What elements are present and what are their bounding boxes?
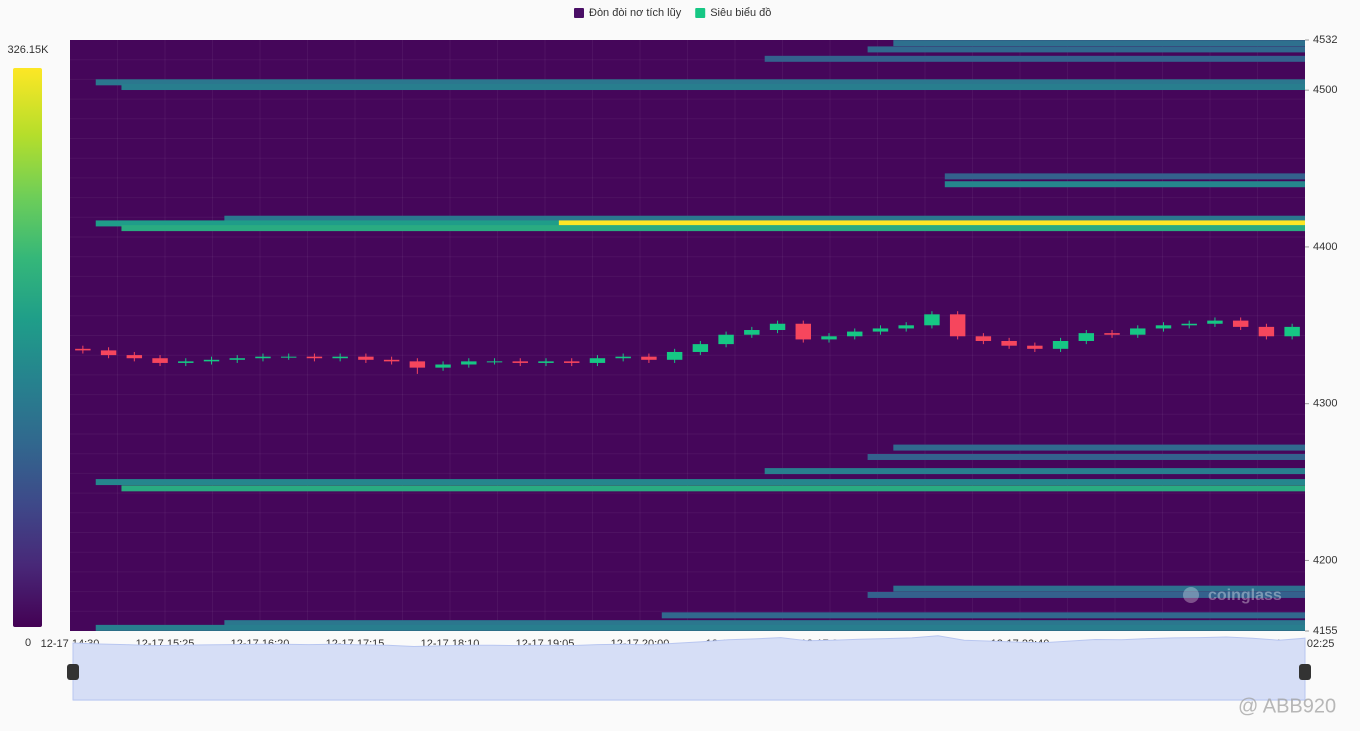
- candle-body: [744, 330, 760, 335]
- legend-swatch[interactable]: [574, 8, 584, 18]
- liquidation-level: [893, 444, 1305, 451]
- y-tick-label: 4200: [1313, 554, 1337, 566]
- candle-body: [152, 358, 168, 363]
- liquidation-level: [95, 624, 1306, 631]
- y-tick-label: 4300: [1313, 398, 1337, 410]
- colorbar-label: 326.15K: [8, 44, 50, 56]
- candle-body: [641, 356, 657, 360]
- plot-background: [70, 40, 1305, 631]
- y-tick-label: 4400: [1313, 241, 1337, 253]
- candle-body: [1104, 333, 1120, 335]
- candle-body: [795, 323, 811, 340]
- liquidation-level: [95, 79, 1306, 86]
- liquidation-level: [764, 55, 1305, 62]
- candle-body: [1052, 340, 1069, 349]
- candle-body: [486, 361, 503, 363]
- candle-body: [383, 359, 400, 362]
- candle-body: [564, 361, 580, 363]
- candle-body: [898, 325, 914, 329]
- watermark: coinglass: [1208, 587, 1282, 604]
- candle-body: [1258, 326, 1275, 337]
- candle-body: [589, 358, 606, 363]
- liquidation-level: [893, 40, 1305, 47]
- candle-body: [1155, 325, 1172, 329]
- candle-body: [666, 351, 683, 360]
- liquidation-level: [661, 612, 1305, 619]
- liquidation-level: [893, 585, 1305, 592]
- liquidation-level: [764, 468, 1305, 475]
- candle-body: [718, 334, 734, 345]
- watermark-logo: [1183, 587, 1199, 603]
- candle-body: [75, 348, 91, 351]
- liquidation-level: [224, 620, 1305, 627]
- watermark: @ ABB920: [1238, 695, 1336, 717]
- candle-body: [358, 356, 374, 360]
- candle-body: [280, 356, 297, 358]
- candle-body: [975, 336, 992, 341]
- candle-body: [872, 328, 889, 332]
- y-tick-label: 4500: [1313, 84, 1337, 96]
- liquidation-level: [867, 591, 1305, 598]
- candle-body: [126, 355, 143, 359]
- candle-body: [1284, 326, 1300, 337]
- candle-body: [461, 361, 477, 365]
- candle-body: [1207, 320, 1223, 324]
- candle-body: [409, 361, 426, 368]
- candle-body: [1130, 328, 1146, 335]
- liquidation-level: [558, 220, 1305, 227]
- legend-swatch[interactable]: [695, 8, 706, 18]
- candle-body: [1001, 340, 1017, 346]
- candle-body: [538, 361, 554, 363]
- legend-label[interactable]: Siêu biểu đồ: [710, 7, 771, 19]
- candle-body: [769, 323, 786, 331]
- liquidation-level: [944, 181, 1305, 188]
- candle-body: [203, 359, 220, 362]
- candle-body: [949, 314, 966, 337]
- candle-body: [229, 358, 245, 360]
- candle-body: [821, 336, 837, 340]
- liquidation-level: [224, 215, 1305, 222]
- liquidation-level: [867, 453, 1305, 460]
- candle-body: [1232, 320, 1249, 327]
- liquidation-level: [121, 84, 1305, 91]
- candle-body: [1027, 345, 1043, 349]
- navigator-area: [72, 635, 1306, 701]
- candle-body: [255, 356, 271, 359]
- candle-body: [435, 364, 451, 368]
- colorbar-label: 0: [25, 637, 31, 649]
- navigator-handle[interactable]: [1299, 664, 1311, 680]
- candle-body: [692, 344, 709, 352]
- navigator-handle[interactable]: [67, 664, 79, 680]
- colorbar: [13, 68, 42, 627]
- candle-body: [100, 350, 117, 356]
- liquidation-level: [121, 485, 1305, 492]
- y-tick-label: 4532: [1313, 34, 1337, 46]
- candle-body: [847, 331, 863, 337]
- candle-body: [306, 356, 323, 359]
- y-tick-label: 4155: [1313, 625, 1337, 637]
- candle-body: [924, 314, 940, 326]
- candle-body: [332, 356, 348, 359]
- legend-label[interactable]: Đòn đòi nơ tích lũy: [589, 7, 682, 19]
- candle-body: [1181, 323, 1197, 326]
- liquidation-level: [121, 225, 1305, 232]
- candle-body: [615, 356, 631, 359]
- candle-body: [512, 361, 528, 363]
- candle-body: [178, 361, 194, 363]
- liquidation-level: [867, 46, 1305, 53]
- candle-body: [1078, 333, 1095, 341]
- liquidation-level: [944, 173, 1305, 180]
- liquidation-level: [95, 479, 1306, 486]
